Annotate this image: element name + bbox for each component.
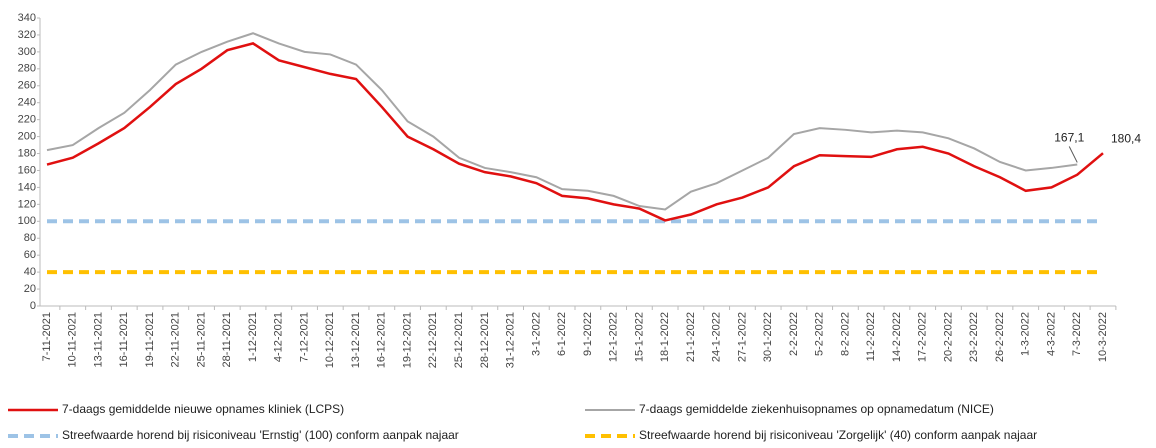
x-tick-label: 16-11-2021 xyxy=(118,312,130,367)
x-tick-label: 3-1-2022 xyxy=(530,312,542,356)
series-line xyxy=(46,32,1078,211)
x-tick-label: 5-2-2022 xyxy=(814,312,826,356)
x-tick-label: 8-2-2022 xyxy=(839,312,851,356)
x-tick-label: 30-1-2022 xyxy=(762,312,774,362)
y-tick-label: 0 xyxy=(30,300,36,312)
x-tick-label: 17-2-2022 xyxy=(917,312,929,362)
legend-label: 7-daags gemiddelde nieuwe opnames klinie… xyxy=(62,402,344,416)
x-tick-label: 18-1-2022 xyxy=(659,312,671,362)
x-tick-label: 15-1-2022 xyxy=(633,312,645,362)
y-tick-label: 200 xyxy=(18,130,36,142)
x-tick-label: 4-3-2022 xyxy=(1045,312,1057,356)
y-tick-label: 60 xyxy=(24,249,36,261)
x-tick-label: 31-12-2021 xyxy=(505,312,517,368)
x-tick-label: 28-11-2021 xyxy=(221,312,233,367)
y-tick-label: 260 xyxy=(18,80,36,92)
x-tick-label: 28-12-2021 xyxy=(479,312,491,368)
x-tick-label: 22-12-2021 xyxy=(427,312,439,368)
x-tick-label: 22-11-2021 xyxy=(170,312,182,367)
x-tick-label: 11-2-2022 xyxy=(865,312,877,361)
x-tick-label: 7-11-2021 xyxy=(41,312,53,361)
x-tick-label: 10-12-2021 xyxy=(324,312,336,368)
x-tick-label: 12-1-2022 xyxy=(608,312,620,362)
series-line xyxy=(46,42,1104,222)
y-tick-label: 180 xyxy=(18,147,36,159)
x-tick-label: 2-2-2022 xyxy=(788,312,800,356)
x-tick-label: 7-3-2022 xyxy=(1071,312,1083,356)
x-tick-label: 10-3-2022 xyxy=(1097,312,1109,362)
x-tick-label: 10-11-2021 xyxy=(67,312,79,367)
x-tick-label: 19-12-2021 xyxy=(401,312,413,368)
y-tick-label: 80 xyxy=(24,232,36,244)
y-tick-label: 300 xyxy=(18,46,36,58)
leader-line xyxy=(1068,146,1078,163)
x-tick-label: 13-12-2021 xyxy=(350,312,362,368)
y-tick-label: 280 xyxy=(18,63,36,75)
x-tick-label: 13-11-2021 xyxy=(92,312,104,367)
y-tick-label: 340 xyxy=(18,12,36,24)
y-tick-label: 240 xyxy=(18,97,36,109)
x-tick-label: 1-12-2021 xyxy=(247,312,259,362)
x-tick-label: 25-11-2021 xyxy=(195,312,207,367)
x-tick-label: 23-2-2022 xyxy=(968,312,980,362)
y-tick-label: 40 xyxy=(24,266,36,278)
x-tick-label: 25-12-2021 xyxy=(453,312,465,368)
y-tick-label: 320 xyxy=(18,29,36,41)
x-tick-label: 24-1-2022 xyxy=(711,312,723,362)
x-tick-label: 27-1-2022 xyxy=(736,312,748,362)
x-tick-label: 16-12-2021 xyxy=(376,312,388,368)
x-tick-label: 6-1-2022 xyxy=(556,312,568,356)
y-tick-label: 100 xyxy=(18,215,36,227)
y-tick-label: 160 xyxy=(18,164,36,176)
legend-label: Streefwaarde horend bij risiconiveau 'Er… xyxy=(62,428,459,442)
legend-label: 7-daags gemiddelde ziekenhuisopnames op … xyxy=(639,402,994,416)
x-tick-label: 14-2-2022 xyxy=(891,312,903,362)
x-tick-label: 1-3-2022 xyxy=(1020,312,1032,356)
x-tick-label: 4-12-2021 xyxy=(273,312,285,362)
legend-label: Streefwaarde horend bij risiconiveau 'Zo… xyxy=(639,428,1037,442)
x-tick-label: 21-1-2022 xyxy=(685,312,697,362)
x-tick-label: 7-12-2021 xyxy=(298,312,310,362)
data-label: 180,4 xyxy=(1111,131,1141,145)
y-tick-label: 140 xyxy=(18,181,36,193)
x-tick-label: 19-11-2021 xyxy=(144,312,156,367)
x-tick-label: 20-2-2022 xyxy=(942,312,954,362)
y-tick-label: 220 xyxy=(18,114,36,126)
y-tick-label: 20 xyxy=(24,283,36,295)
y-tick-label: 120 xyxy=(18,198,36,210)
x-tick-label: 9-1-2022 xyxy=(582,312,594,356)
data-label: 167,1 xyxy=(1054,131,1084,145)
x-tick-label: 26-2-2022 xyxy=(994,312,1006,362)
